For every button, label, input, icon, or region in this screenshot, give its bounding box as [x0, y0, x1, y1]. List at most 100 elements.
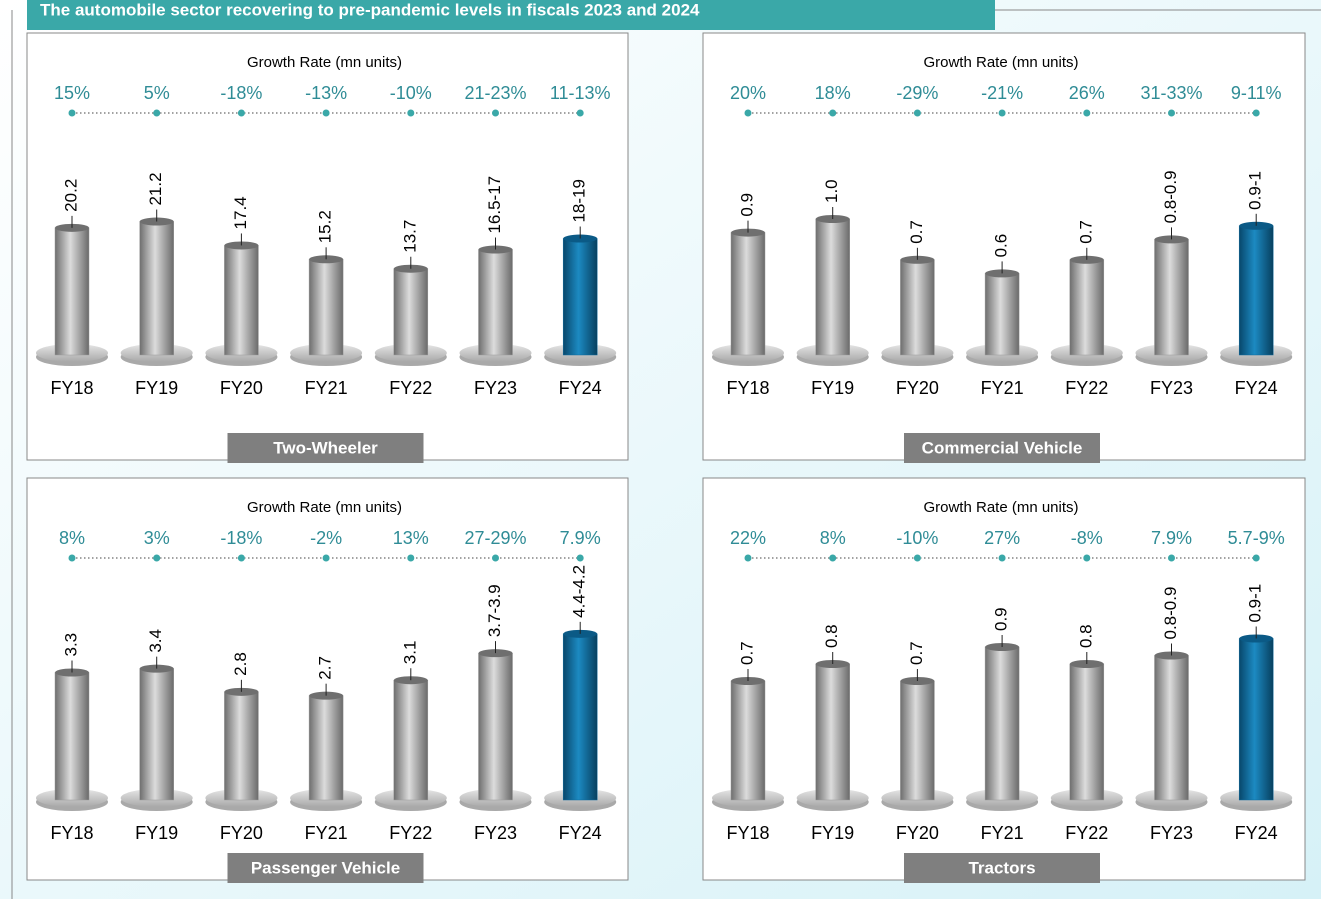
value-label: 0.7 [737, 641, 756, 665]
growth-label: 13% [393, 528, 429, 548]
growth-dot [1168, 109, 1175, 117]
bar [54, 672, 90, 801]
subtitle: Growth Rate (mn units) [247, 54, 402, 71]
value-label: 18-19 [570, 179, 589, 222]
value-label: 1.0 [822, 179, 841, 203]
growth-dot [407, 554, 415, 562]
x-tick-label: FY20 [220, 823, 263, 843]
x-tick-label: FY20 [220, 378, 263, 398]
growth-label: 5.7-9% [1228, 528, 1285, 548]
growth-dot [829, 554, 837, 562]
subtitle: Growth Rate (mn units) [247, 499, 402, 516]
bar [562, 238, 598, 356]
growth-dot [998, 109, 1006, 117]
x-tick-label: FY19 [811, 378, 854, 398]
value-label: 0.9 [737, 193, 756, 217]
bar [393, 679, 429, 801]
subtitle: Growth Rate (mn units) [923, 499, 1078, 516]
growth-dot [913, 554, 921, 562]
growth-dot [322, 109, 330, 117]
x-tick-label: FY19 [135, 823, 178, 843]
growth-dot [153, 554, 161, 562]
growth-label: -10% [390, 83, 432, 103]
growth-label: 26% [1069, 83, 1105, 103]
growth-dot [1252, 109, 1260, 117]
growth-label: 7.9% [1151, 528, 1192, 548]
value-label: 4.4-4.2 [570, 565, 589, 618]
growth-label: 15% [54, 83, 90, 103]
bar [224, 245, 259, 356]
bar [308, 259, 344, 356]
bar [562, 633, 598, 801]
growth-label: -21% [981, 83, 1023, 103]
growth-dot [237, 554, 245, 562]
bar [900, 259, 935, 356]
value-label: 3.3 [61, 633, 80, 657]
growth-label: 20% [730, 83, 766, 103]
x-tick-label: FY18 [50, 823, 93, 843]
growth-dot [492, 554, 499, 562]
panel-label-box [227, 433, 424, 463]
bar [139, 668, 174, 801]
bar [139, 221, 174, 356]
growth-label: -8% [1071, 528, 1103, 548]
bar [393, 268, 429, 356]
value-label: 0.8-0.9 [1161, 587, 1180, 640]
bar [984, 273, 1020, 356]
x-tick-label: FY23 [474, 378, 517, 398]
growth-dot [237, 109, 245, 117]
growth-label: -2% [310, 528, 342, 548]
value-label: 20.2 [61, 179, 80, 212]
value-label: 2.7 [316, 656, 335, 680]
value-label: 0.7 [1076, 220, 1095, 244]
x-tick-label: FY24 [1235, 378, 1278, 398]
growth-label: 21-23% [464, 83, 526, 103]
growth-dot [576, 554, 584, 562]
panel-label-box [227, 853, 424, 883]
value-label: 21.2 [146, 172, 165, 205]
frame [11, 9, 1321, 899]
value-label: 0.8 [822, 624, 841, 648]
bar [308, 695, 344, 801]
value-label: 0.7 [907, 220, 926, 244]
bar [815, 663, 850, 801]
growth-dot [829, 109, 837, 117]
growth-label: -10% [896, 528, 938, 548]
value-label: 15.2 [316, 210, 335, 243]
panel-label: Tractors [968, 858, 1035, 877]
bar [1069, 259, 1105, 356]
x-tick-label: FY20 [896, 378, 939, 398]
page-title: The automobile sector recovering to pre-… [40, 0, 700, 19]
panel-label-box [904, 853, 1100, 883]
x-tick-label: FY18 [726, 823, 769, 843]
value-label: 17.4 [231, 196, 250, 229]
panel-label: Passenger Vehicle [251, 858, 400, 877]
growth-label: 22% [730, 528, 766, 548]
value-label: 0.8-0.9 [1161, 170, 1180, 223]
bar [730, 232, 766, 356]
bar [54, 227, 90, 356]
growth-dot [913, 109, 921, 117]
growth-dot [1252, 554, 1260, 562]
x-tick-label: FY19 [811, 823, 854, 843]
bar [1069, 663, 1105, 801]
bar [1154, 239, 1189, 356]
growth-dot [153, 109, 161, 117]
growth-label: 27-29% [464, 528, 526, 548]
growth-dot [1083, 554, 1091, 562]
growth-dot [1168, 554, 1175, 562]
x-tick-label: FY22 [389, 823, 432, 843]
bar [224, 691, 259, 801]
growth-dot [998, 554, 1006, 562]
growth-label: -29% [896, 83, 938, 103]
growth-dot [744, 109, 752, 117]
x-tick-label: FY21 [305, 823, 348, 843]
growth-dot [1083, 109, 1091, 117]
x-tick-label: FY23 [474, 823, 517, 843]
bar [478, 249, 513, 356]
title-banner [27, 0, 995, 30]
panel [26, 32, 629, 461]
x-tick-label: FY23 [1150, 378, 1193, 398]
growth-dot [322, 554, 330, 562]
